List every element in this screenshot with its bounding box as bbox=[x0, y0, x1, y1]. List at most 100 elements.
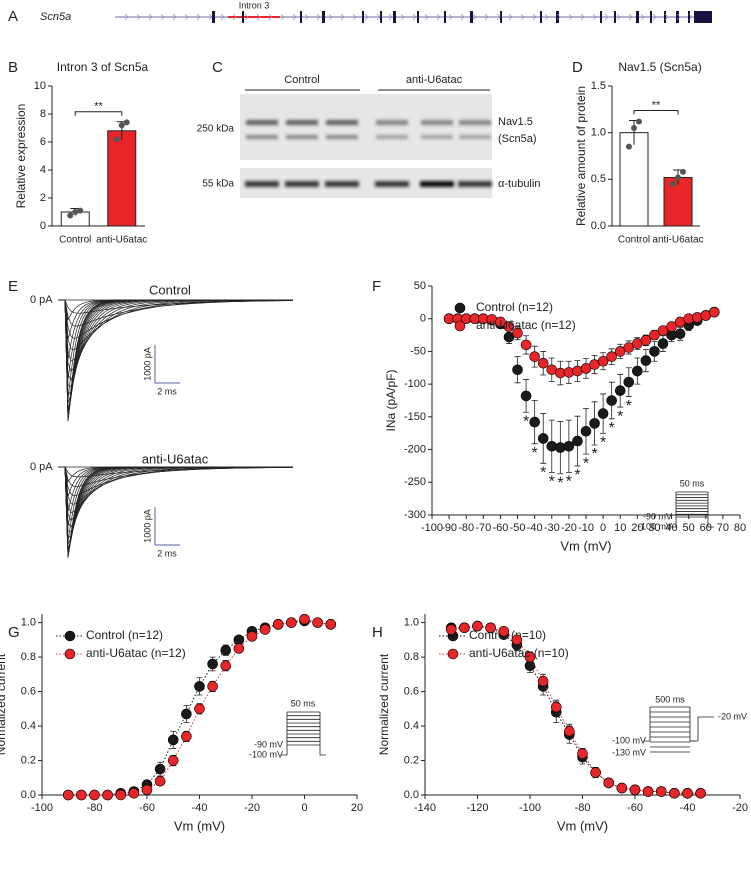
band-label: α-tubulin bbox=[498, 178, 540, 190]
exon bbox=[212, 11, 215, 23]
strand-arrow bbox=[568, 13, 573, 21]
chart-title: Nav1.5 (Scn5a) bbox=[618, 60, 701, 74]
current-trace bbox=[62, 299, 293, 422]
exon-last bbox=[694, 11, 712, 23]
panel-label: D bbox=[572, 59, 583, 76]
trace-group bbox=[58, 299, 294, 558]
strand-arrow bbox=[580, 13, 585, 21]
protocol-label: -90 mV bbox=[254, 739, 283, 749]
data-point bbox=[286, 617, 297, 628]
strand-arrow bbox=[244, 13, 249, 21]
y-tick-label: 0 bbox=[420, 313, 426, 325]
x-axis-title: Vm (mV) bbox=[560, 538, 611, 553]
data-point bbox=[272, 619, 284, 630]
data-point bbox=[113, 136, 120, 143]
data-point bbox=[626, 143, 632, 150]
x-tick-label: -60 bbox=[492, 522, 508, 534]
y-tick-label: -100 bbox=[404, 378, 426, 390]
x-tick-label: -40 bbox=[527, 522, 543, 534]
x-tick-label: -80 bbox=[458, 522, 474, 534]
panel-label: E bbox=[8, 278, 18, 295]
scale-label: 1000 pA bbox=[142, 347, 152, 381]
data-point bbox=[445, 624, 457, 635]
legend-label: Control (n=12) bbox=[86, 628, 163, 642]
data-point bbox=[670, 181, 676, 187]
data-point bbox=[167, 755, 179, 766]
x-tick-label: -20 bbox=[561, 522, 577, 534]
annotation: * bbox=[617, 408, 623, 425]
data-point bbox=[181, 708, 192, 720]
x-tick-label: Control bbox=[618, 235, 650, 246]
data-point bbox=[642, 786, 654, 797]
exon bbox=[362, 11, 364, 23]
x-tick-label: 0 bbox=[600, 522, 606, 534]
bands bbox=[245, 120, 492, 187]
exon bbox=[650, 11, 652, 23]
current-trace bbox=[62, 299, 293, 362]
strand-arrow bbox=[520, 13, 525, 21]
current-traces: Control anti-U6atac 0 pA 0 pA 1000 pA 2 … bbox=[30, 282, 294, 558]
protocol-label: 50 ms bbox=[680, 478, 705, 488]
significance-bracket bbox=[633, 110, 679, 115]
data-point bbox=[666, 321, 677, 332]
data-point bbox=[616, 782, 628, 794]
chart-title: Intron 3 of Scn5a bbox=[57, 60, 149, 74]
band bbox=[421, 120, 453, 125]
y-axis-title: Normalized current bbox=[0, 653, 8, 755]
data-point bbox=[459, 622, 470, 634]
current-trace bbox=[62, 466, 293, 514]
x-tick-label: -100 bbox=[31, 802, 53, 814]
strand-arrow bbox=[292, 13, 297, 21]
data-point bbox=[141, 784, 153, 796]
data-point bbox=[550, 701, 562, 713]
exon bbox=[470, 11, 473, 23]
y-tick-label: 1.0 bbox=[591, 127, 606, 139]
current-trace bbox=[62, 466, 293, 556]
data-point bbox=[606, 351, 617, 362]
strand-arrow bbox=[424, 13, 429, 21]
data-point bbox=[325, 619, 337, 630]
y-tick-label: -150 bbox=[404, 411, 426, 423]
strand-arrow bbox=[628, 13, 633, 21]
step-outline bbox=[670, 492, 714, 528]
x-tick-label: 20 bbox=[631, 522, 643, 534]
data-point bbox=[669, 787, 680, 799]
strand-arrow bbox=[616, 13, 621, 21]
y-tick-label: 0.5 bbox=[591, 173, 606, 185]
data-point bbox=[524, 651, 536, 663]
strand-arrow bbox=[220, 13, 225, 21]
bar bbox=[663, 176, 693, 227]
strand-arrow bbox=[280, 13, 285, 21]
x-tick-label: 10 bbox=[614, 522, 626, 534]
data-point bbox=[590, 767, 601, 778]
protocol-label: -130 mV bbox=[612, 747, 646, 757]
y-axis-title: Relative amount of protein bbox=[574, 86, 588, 226]
significance-label: ** bbox=[94, 101, 103, 113]
exon bbox=[556, 11, 559, 23]
data-point bbox=[580, 425, 592, 437]
current-trace bbox=[62, 466, 293, 545]
strand-arrow bbox=[652, 13, 657, 21]
data-point bbox=[640, 355, 652, 366]
data-point bbox=[680, 168, 686, 175]
strand-arrow bbox=[664, 13, 669, 21]
band-label: Nav1.5 bbox=[498, 116, 533, 128]
data-point bbox=[102, 789, 113, 801]
data-point bbox=[603, 777, 615, 789]
strand-arrow bbox=[436, 13, 441, 21]
exon bbox=[688, 11, 690, 23]
legend-label: anti-U6atac (n=12) bbox=[86, 646, 186, 660]
zero-label: 0 pA bbox=[30, 294, 53, 306]
data-point bbox=[520, 390, 532, 402]
annotation: * bbox=[532, 445, 538, 462]
y-tick-label: 0.4 bbox=[404, 720, 419, 732]
data-point bbox=[512, 327, 523, 339]
band bbox=[286, 135, 318, 139]
strand-arrow bbox=[532, 13, 537, 21]
zero-label: 0 pA bbox=[30, 461, 53, 473]
protocol-label: -100 mV bbox=[638, 521, 672, 531]
x-tick-label: 80 bbox=[734, 522, 746, 534]
strand-arrow bbox=[256, 13, 261, 21]
blot-membrane bbox=[240, 94, 492, 160]
